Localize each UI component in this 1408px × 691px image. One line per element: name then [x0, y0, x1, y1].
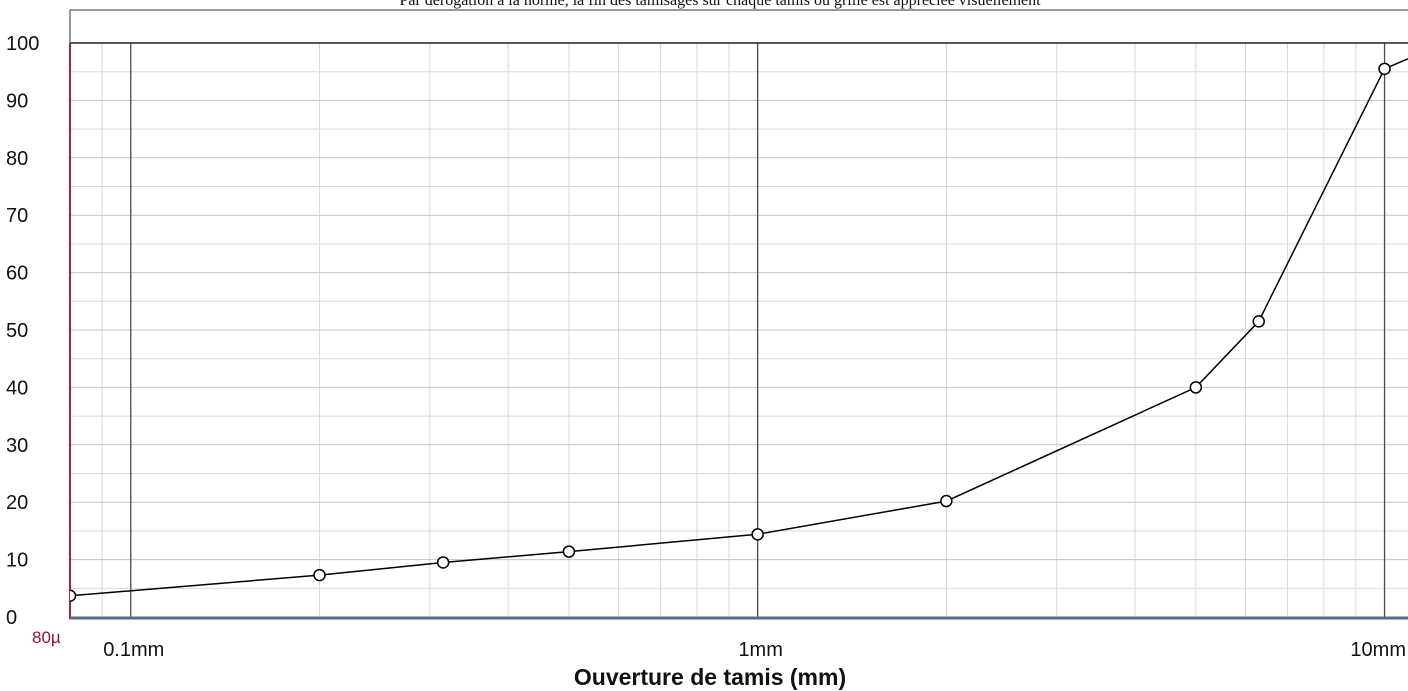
- y-tick-label: 40: [6, 377, 28, 399]
- y-tick-label: 70: [6, 205, 28, 227]
- series-group: [65, 43, 1408, 601]
- data-point: [314, 570, 325, 581]
- y-tick-label: 0: [6, 607, 17, 629]
- y-tick-label: 50: [6, 320, 28, 342]
- y-tick-labels: 0 10 20 30 40 50 60 70 80 90 100: [6, 33, 39, 629]
- data-point: [1253, 316, 1264, 327]
- x-tick-labels: 80µ 0.1mm 1mm 10mm: [32, 628, 1406, 661]
- data-point: [65, 590, 76, 601]
- y-tick-label: 100: [6, 33, 39, 55]
- top-note: Par dérogation à la norme, la fin des ta…: [399, 0, 1041, 9]
- axes: [70, 10, 1408, 619]
- data-point: [1379, 63, 1390, 74]
- data-point: [941, 496, 952, 507]
- series-line: [70, 43, 1408, 596]
- y-tick-label: 10: [6, 550, 28, 572]
- y-tick-label: 20: [6, 492, 28, 514]
- data-point: [752, 529, 763, 540]
- x-tick-label: 0.1mm: [103, 639, 164, 661]
- x-tick-label: 10mm: [1350, 639, 1406, 661]
- data-point: [1190, 382, 1201, 393]
- x-tick-label: 1mm: [738, 639, 782, 661]
- y-tick-label: 30: [6, 435, 28, 457]
- x-axis-label: Ouverture de tamis (mm): [574, 664, 846, 690]
- y-tick-label: 80: [6, 148, 28, 170]
- data-point: [563, 546, 574, 557]
- minor-gridlines: [70, 43, 1408, 617]
- x-tick-label: 80µ: [32, 628, 61, 647]
- data-point: [438, 557, 449, 568]
- y-tick-label: 90: [6, 90, 28, 112]
- y-tick-label: 60: [6, 263, 28, 285]
